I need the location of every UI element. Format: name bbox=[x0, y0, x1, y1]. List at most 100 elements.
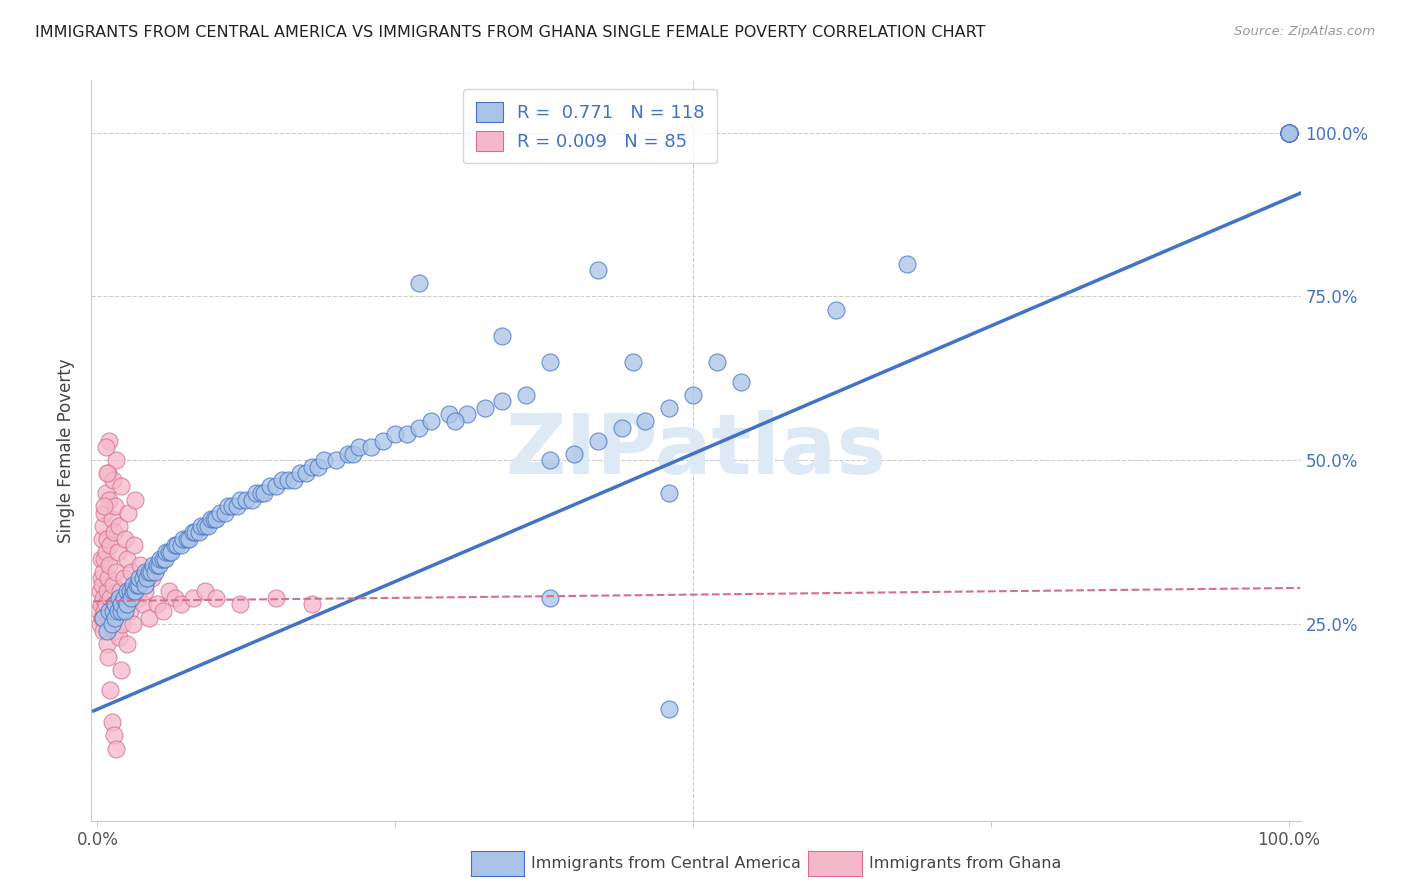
Point bbox=[155, 545, 177, 559]
Point bbox=[100, 591, 122, 605]
Point bbox=[149, 551, 172, 566]
Point bbox=[240, 492, 263, 507]
Point bbox=[100, 617, 122, 632]
Point bbox=[94, 598, 117, 612]
Point bbox=[157, 545, 180, 559]
Point bbox=[271, 473, 294, 487]
Point bbox=[623, 355, 645, 369]
Point bbox=[190, 518, 212, 533]
Point bbox=[129, 558, 152, 573]
Point bbox=[163, 539, 186, 553]
Point bbox=[307, 459, 329, 474]
Point bbox=[152, 604, 174, 618]
Point bbox=[264, 591, 287, 605]
Point bbox=[538, 591, 561, 605]
Point bbox=[146, 558, 169, 573]
Point bbox=[221, 499, 243, 513]
Point bbox=[93, 506, 115, 520]
Point bbox=[107, 545, 129, 559]
Point bbox=[97, 571, 120, 585]
Point bbox=[562, 447, 585, 461]
Point bbox=[93, 499, 115, 513]
Point bbox=[408, 420, 430, 434]
Point bbox=[277, 473, 299, 487]
Point bbox=[166, 539, 188, 553]
Point bbox=[177, 532, 200, 546]
Point bbox=[91, 591, 114, 605]
Point bbox=[131, 571, 153, 585]
Point bbox=[108, 584, 131, 599]
Text: Immigrants from Central America: Immigrants from Central America bbox=[531, 856, 801, 871]
Point bbox=[301, 459, 323, 474]
Point bbox=[97, 649, 120, 664]
Point bbox=[104, 610, 127, 624]
Point bbox=[658, 401, 681, 415]
Legend: R =  0.771   N = 118, R = 0.009   N = 85: R = 0.771 N = 118, R = 0.009 N = 85 bbox=[463, 89, 717, 163]
Text: Source: ZipAtlas.com: Source: ZipAtlas.com bbox=[1234, 25, 1375, 38]
Text: IMMIGRANTS FROM CENTRAL AMERICA VS IMMIGRANTS FROM GHANA SINGLE FEMALE POVERTY C: IMMIGRANTS FROM CENTRAL AMERICA VS IMMIG… bbox=[35, 25, 986, 40]
Point bbox=[103, 525, 125, 540]
Point bbox=[107, 518, 129, 533]
Point bbox=[107, 591, 129, 605]
Point bbox=[373, 434, 395, 448]
Point bbox=[200, 512, 222, 526]
Point bbox=[264, 479, 287, 493]
Point bbox=[229, 598, 252, 612]
Point bbox=[456, 408, 478, 422]
Point bbox=[155, 551, 177, 566]
Point bbox=[295, 467, 318, 481]
Point bbox=[107, 630, 129, 644]
Point bbox=[110, 604, 132, 618]
Point bbox=[120, 591, 142, 605]
Point bbox=[360, 440, 382, 454]
Point bbox=[184, 525, 207, 540]
Point bbox=[586, 434, 609, 448]
Point bbox=[94, 440, 117, 454]
Point bbox=[104, 499, 127, 513]
Point bbox=[128, 571, 150, 585]
Point bbox=[93, 551, 115, 566]
Point bbox=[682, 388, 704, 402]
Point bbox=[610, 420, 633, 434]
Point bbox=[122, 584, 145, 599]
Point bbox=[112, 571, 135, 585]
Point bbox=[136, 571, 159, 585]
Text: Immigrants from Ghana: Immigrants from Ghana bbox=[869, 856, 1062, 871]
Point bbox=[491, 394, 513, 409]
Point bbox=[1278, 126, 1301, 140]
Point bbox=[170, 598, 193, 612]
Point bbox=[225, 499, 247, 513]
Point bbox=[91, 610, 114, 624]
Point bbox=[118, 604, 141, 618]
Point bbox=[163, 591, 186, 605]
Point bbox=[245, 486, 267, 500]
Point bbox=[229, 492, 252, 507]
Point bbox=[138, 610, 160, 624]
Point bbox=[131, 598, 153, 612]
Point bbox=[98, 610, 121, 624]
Point bbox=[1278, 126, 1301, 140]
Point bbox=[100, 617, 122, 632]
Point bbox=[205, 512, 228, 526]
Point bbox=[115, 584, 138, 599]
Point bbox=[89, 584, 111, 599]
Point bbox=[181, 525, 204, 540]
Point bbox=[730, 375, 752, 389]
Point bbox=[1278, 126, 1301, 140]
Point bbox=[96, 624, 118, 638]
Point bbox=[474, 401, 496, 415]
Point bbox=[100, 539, 122, 553]
Point bbox=[1278, 126, 1301, 140]
Point bbox=[181, 591, 204, 605]
Point bbox=[98, 434, 121, 448]
Point bbox=[205, 591, 228, 605]
Point bbox=[107, 604, 129, 618]
Point bbox=[141, 571, 163, 585]
Point bbox=[90, 571, 112, 585]
Point bbox=[349, 440, 371, 454]
Point bbox=[91, 610, 114, 624]
Point bbox=[98, 604, 121, 618]
Point bbox=[94, 545, 117, 559]
Point bbox=[235, 492, 257, 507]
Point bbox=[515, 388, 537, 402]
